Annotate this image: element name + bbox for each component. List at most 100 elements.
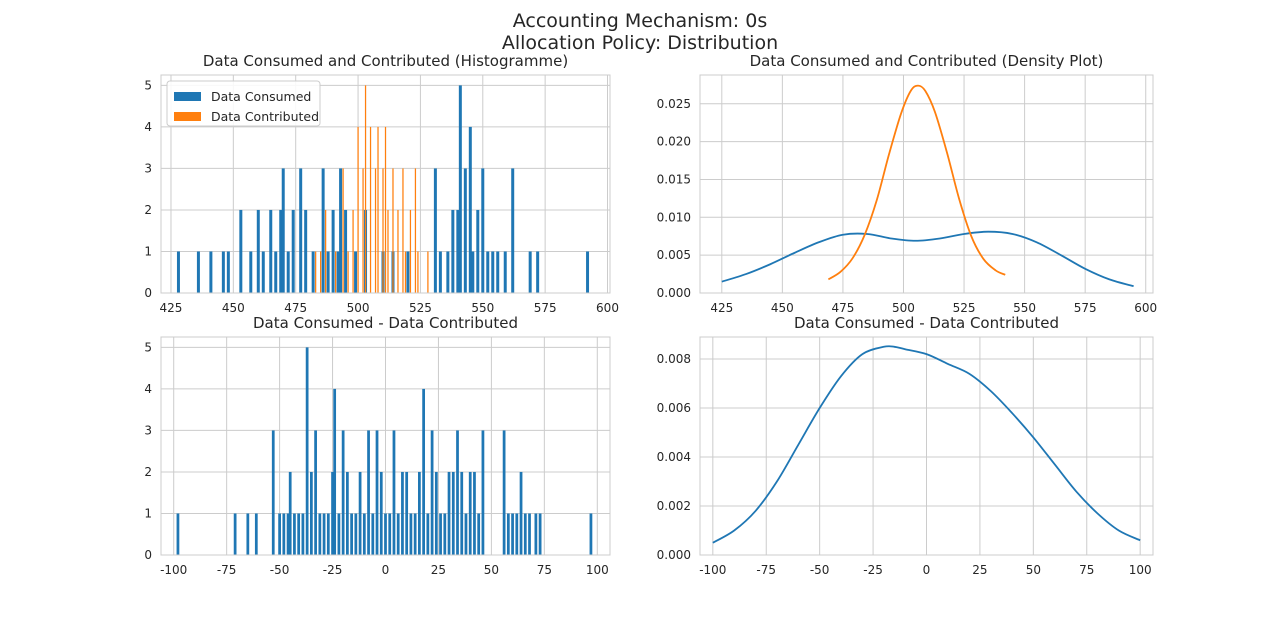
bar xyxy=(226,251,230,293)
bar xyxy=(451,209,455,293)
bar xyxy=(511,168,515,293)
bar xyxy=(278,513,281,555)
bar xyxy=(486,251,490,293)
bar xyxy=(256,209,260,293)
bar xyxy=(506,513,510,555)
bar xyxy=(464,513,468,555)
density-consumed-contributed-panel: Data Consumed and Contributed (Density P… xyxy=(657,52,1158,315)
bar xyxy=(515,513,519,555)
bar xyxy=(409,513,413,555)
bar xyxy=(458,85,462,293)
y-tick-label: 0 xyxy=(144,286,152,300)
bar xyxy=(405,471,409,555)
bar xyxy=(439,513,442,555)
y-tick-label: 0.002 xyxy=(657,499,691,513)
bar xyxy=(281,168,285,293)
bar xyxy=(586,251,590,293)
bar xyxy=(447,471,451,555)
bar xyxy=(274,251,278,293)
bar xyxy=(358,471,362,555)
x-tick-label: 50 xyxy=(1026,563,1041,577)
bar xyxy=(481,168,485,293)
bar xyxy=(269,209,273,293)
y-tick-label: 2 xyxy=(144,203,152,217)
bar xyxy=(221,251,225,293)
bar xyxy=(333,388,337,555)
bar xyxy=(375,430,379,555)
x-tick-label: 525 xyxy=(953,301,976,315)
y-tick-label: 3 xyxy=(144,423,152,437)
bar xyxy=(379,471,383,555)
bar xyxy=(322,513,326,555)
bar xyxy=(409,209,412,293)
y-tick-label: 0.010 xyxy=(657,210,691,224)
y-tick-label: 3 xyxy=(144,161,152,175)
bar xyxy=(406,251,410,293)
bar xyxy=(176,251,180,293)
histogram-consumed-contributed-panel: Data Consumed and Contributed (Histogram… xyxy=(144,52,619,315)
bar xyxy=(350,513,353,555)
x-tick-label: 575 xyxy=(534,301,557,315)
figure-suptitle-line1: Accounting Mechanism: 0s xyxy=(513,10,768,32)
bar xyxy=(293,513,296,555)
x-tick-label: 100 xyxy=(586,563,609,577)
bar xyxy=(463,168,467,293)
bar xyxy=(254,513,258,555)
bar xyxy=(304,209,308,293)
difference-density-title: Data Consumed - Data Contributed xyxy=(794,314,1059,332)
bar xyxy=(291,209,295,293)
figure-suptitle-line2: Allocation Policy: Distribution xyxy=(502,32,778,54)
x-tick-label: -25 xyxy=(863,563,883,577)
bar xyxy=(347,251,349,293)
x-tick-label: 575 xyxy=(1074,301,1097,315)
bar xyxy=(434,471,438,555)
bar xyxy=(384,513,387,555)
bar xyxy=(477,513,481,555)
bar xyxy=(503,251,507,293)
bar xyxy=(427,251,429,293)
bar xyxy=(397,209,399,293)
bar xyxy=(468,126,472,294)
bar xyxy=(239,209,243,293)
bar xyxy=(249,251,253,293)
bar xyxy=(362,513,366,555)
x-tick-label: -75 xyxy=(756,563,776,577)
x-tick-label: 550 xyxy=(471,301,494,315)
x-tick-label: 75 xyxy=(537,563,552,577)
bar xyxy=(443,513,447,555)
x-tick-label: 500 xyxy=(347,301,370,315)
bar xyxy=(209,251,213,293)
bar xyxy=(384,126,387,294)
axes-frame xyxy=(699,336,1154,556)
x-tick-label: 25 xyxy=(972,563,987,577)
bar xyxy=(456,430,459,555)
difference-histogram-title: Data Consumed - Data Contributed xyxy=(253,314,518,332)
y-tick-label: 0.000 xyxy=(657,548,691,562)
legend-box xyxy=(166,80,321,127)
bar xyxy=(417,251,419,293)
bar xyxy=(519,471,523,555)
x-tick-label: 600 xyxy=(1134,301,1157,315)
x-tick-label: 475 xyxy=(831,301,854,315)
y-tick-label: 0.006 xyxy=(657,401,691,415)
bar xyxy=(491,251,495,293)
density-line xyxy=(827,84,1006,281)
bar xyxy=(196,251,200,293)
bar xyxy=(286,513,290,555)
density-line xyxy=(721,230,1134,288)
y-tick-label: 0 xyxy=(144,548,152,562)
bar xyxy=(286,251,290,293)
bar xyxy=(357,126,359,294)
bar xyxy=(414,168,417,293)
bar xyxy=(233,513,237,555)
bar xyxy=(456,209,460,293)
x-tick-label: 525 xyxy=(409,301,432,315)
y-tick-label: 2 xyxy=(144,465,152,479)
bar xyxy=(451,471,455,555)
legend-swatch xyxy=(174,92,201,101)
bar xyxy=(382,168,384,293)
x-tick-label: 0 xyxy=(382,563,390,577)
bar xyxy=(589,513,593,555)
x-tick-label: 450 xyxy=(771,301,794,315)
